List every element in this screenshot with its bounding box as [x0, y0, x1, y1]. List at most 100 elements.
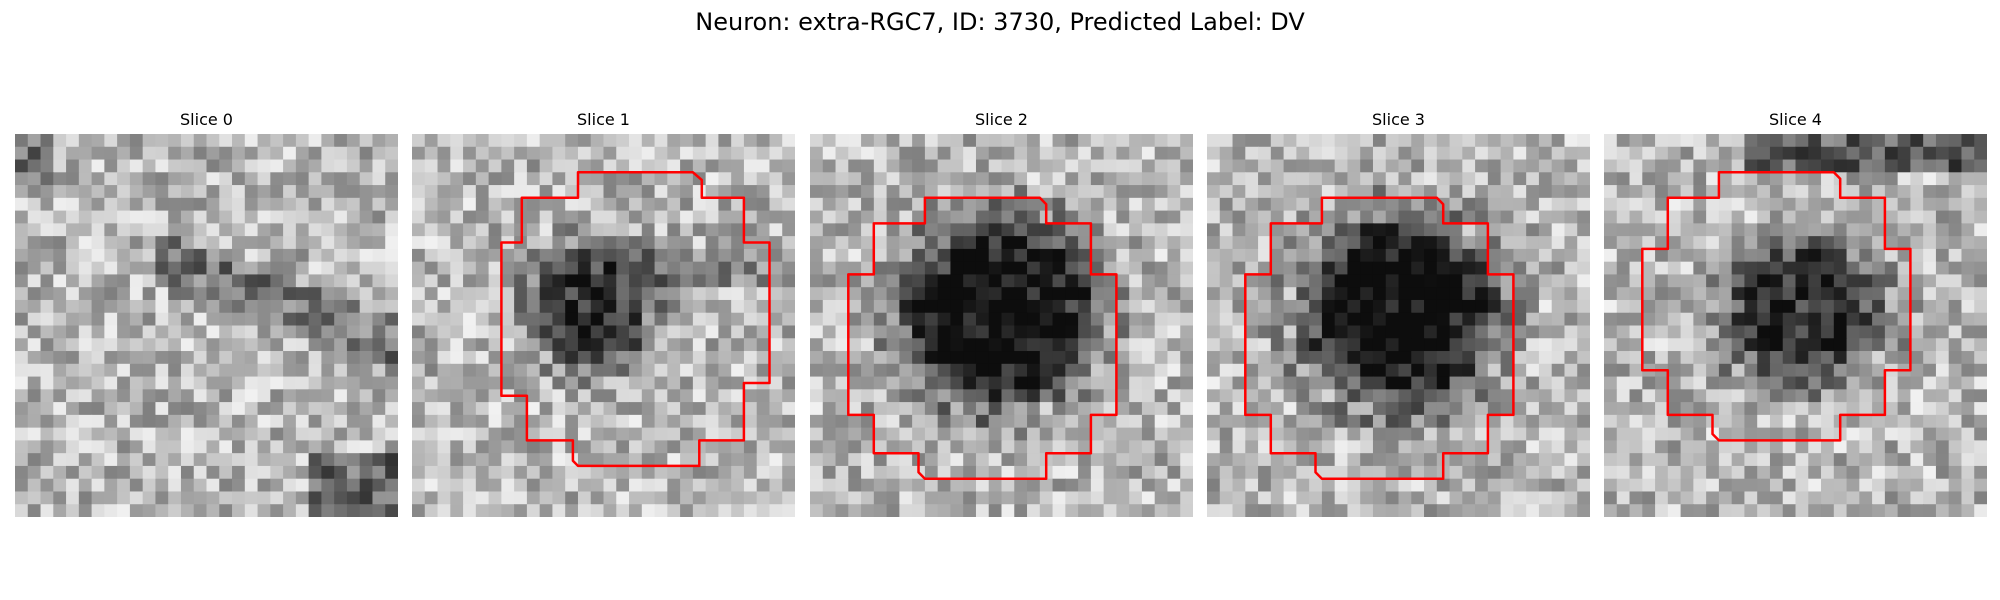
pixel [1910, 465, 1924, 480]
pixel [463, 389, 477, 403]
pixel [66, 134, 80, 148]
pixel [1833, 146, 1848, 161]
pixel [155, 146, 169, 161]
pixel [1167, 465, 1181, 480]
pixel [1757, 389, 1771, 403]
pixel [1526, 172, 1540, 186]
pixel [1103, 376, 1117, 390]
pixel [437, 261, 451, 276]
pixel [1731, 440, 1746, 454]
pixel [155, 440, 169, 454]
pixel [1372, 146, 1387, 161]
pixel [1974, 197, 1987, 212]
pixel [1769, 504, 1784, 517]
pixel [514, 402, 528, 416]
pixel [1385, 299, 1400, 314]
pixel [1782, 338, 1797, 352]
pixel [1782, 351, 1797, 365]
pixel [308, 274, 322, 288]
pixel [501, 210, 515, 224]
pixel [1487, 223, 1502, 237]
pixel [1693, 210, 1707, 224]
pixel [950, 453, 964, 467]
pixel [1487, 248, 1502, 263]
pixel [1513, 287, 1527, 301]
pixel [308, 185, 322, 199]
pixel [437, 414, 451, 429]
pixel [385, 248, 398, 263]
pixel [66, 453, 80, 467]
pixel [1577, 440, 1590, 454]
pixel [1744, 325, 1758, 339]
pixel [822, 172, 837, 186]
pixel [488, 325, 502, 339]
pixel [924, 287, 939, 301]
pixel [603, 159, 617, 173]
pixel [1667, 299, 1682, 314]
pixel [15, 287, 29, 301]
pixel [40, 465, 54, 480]
pixel [1475, 236, 1489, 250]
pixel [616, 274, 630, 288]
pixel [1897, 504, 1911, 517]
pixel [232, 261, 246, 276]
pixel [1270, 210, 1285, 224]
pixel [1103, 427, 1117, 441]
pixel [206, 351, 220, 365]
pixel [1577, 325, 1590, 339]
pixel [1655, 338, 1669, 352]
pixel [912, 504, 926, 517]
pixel [1360, 338, 1374, 352]
pixel [654, 248, 668, 263]
pixel [988, 236, 1003, 250]
pixel [1487, 299, 1502, 314]
pixel [1500, 402, 1514, 416]
pixel [743, 185, 758, 199]
pixel [565, 146, 579, 161]
pixel [975, 146, 990, 161]
pixel [1616, 223, 1631, 237]
pixel [1526, 427, 1540, 441]
pixel [848, 185, 862, 199]
pixel [988, 287, 1003, 301]
pixel [1001, 376, 1015, 390]
pixel [1629, 172, 1643, 186]
pixel [731, 351, 745, 365]
pixel [616, 351, 630, 365]
pixel [1001, 261, 1015, 276]
pixel [718, 146, 732, 161]
pixel [450, 465, 464, 480]
pixel [1180, 185, 1193, 199]
pixel [334, 236, 348, 250]
pixel [835, 134, 849, 148]
pixel [654, 325, 668, 339]
pixel [1706, 491, 1720, 505]
pixel [244, 197, 259, 212]
pixel [1052, 248, 1066, 263]
pixel [1897, 134, 1911, 148]
pixel [590, 389, 605, 403]
pixel [629, 363, 643, 378]
pixel [1001, 504, 1015, 517]
pixel [769, 236, 783, 250]
pixel [1385, 248, 1400, 263]
pixel [1551, 287, 1566, 301]
pixel [501, 478, 515, 493]
pixel [1642, 261, 1656, 276]
pixel [1309, 261, 1323, 276]
pixel [104, 261, 118, 276]
pixel [1859, 402, 1873, 416]
pixel [488, 134, 502, 148]
pixel [104, 223, 118, 237]
pixel [1167, 172, 1181, 186]
pixel [1436, 504, 1451, 517]
pixel [91, 172, 105, 186]
pixel [1180, 504, 1193, 517]
pixel [1167, 325, 1181, 339]
pixel [667, 185, 681, 199]
pixel [1154, 389, 1169, 403]
pixel [244, 402, 259, 416]
pixel [1347, 338, 1361, 352]
pixel [692, 504, 707, 517]
pixel [1360, 287, 1374, 301]
